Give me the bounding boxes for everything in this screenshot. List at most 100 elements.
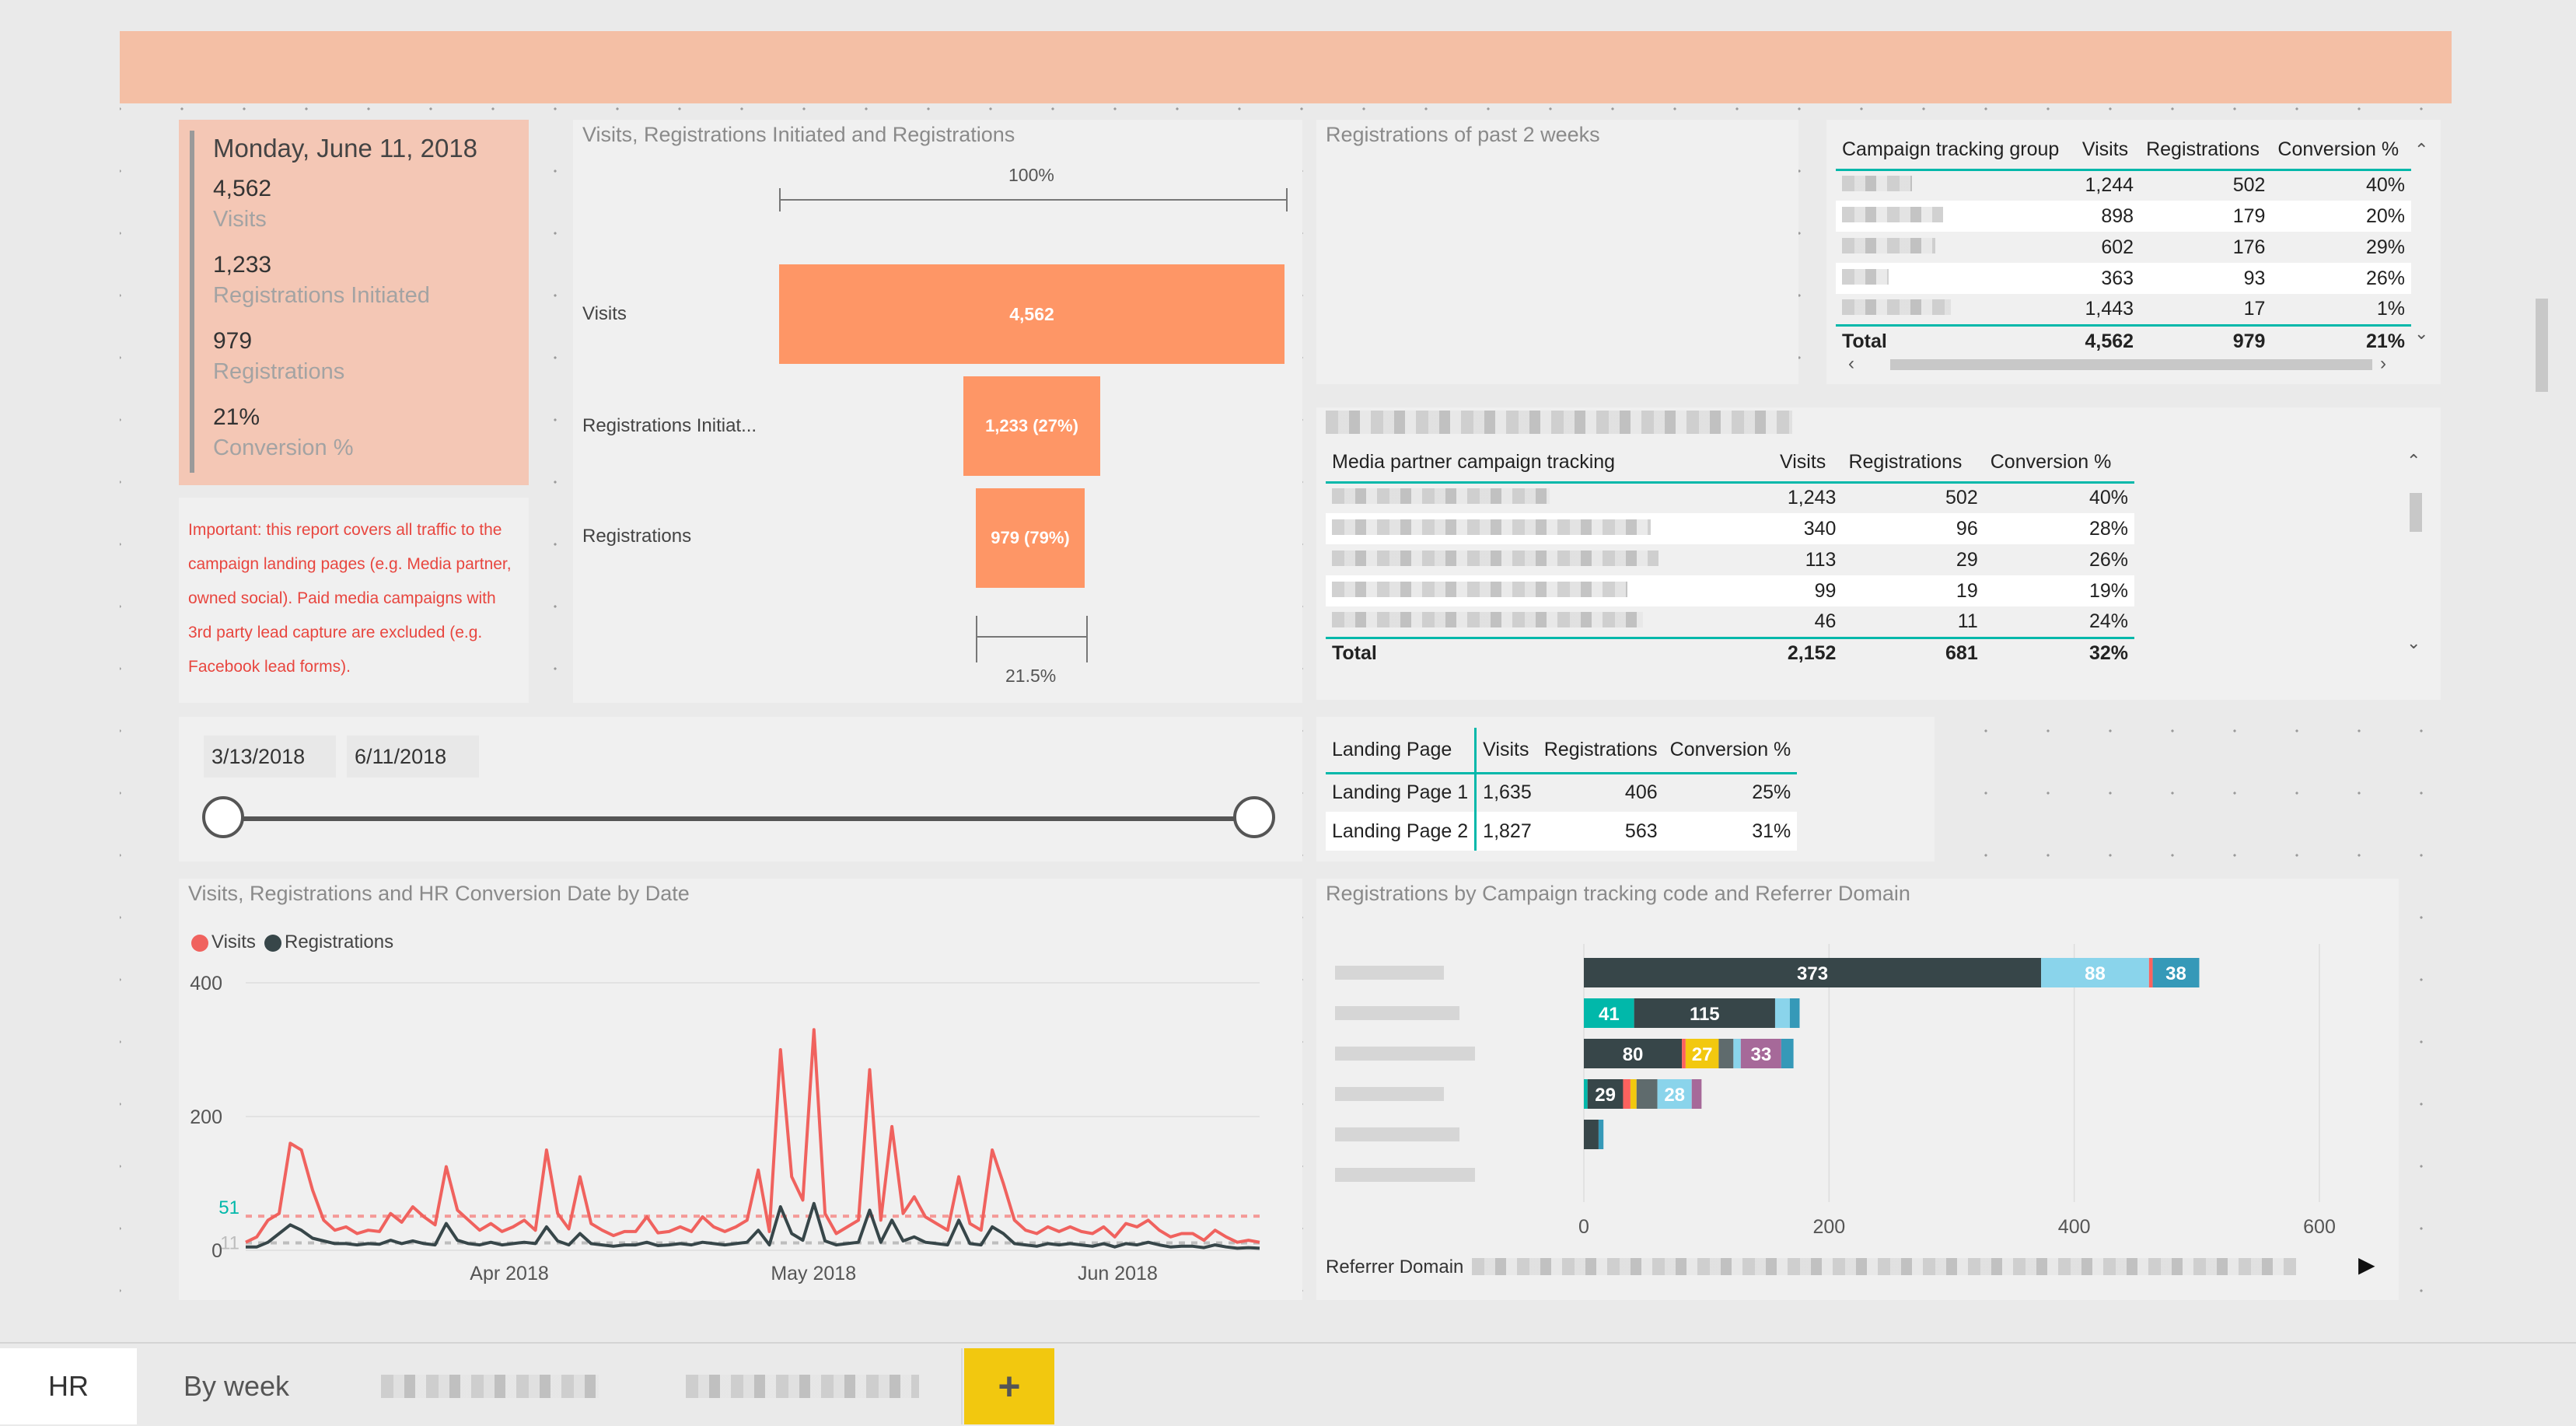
chevron-down-icon[interactable]: ⌄ [2414, 323, 2429, 343]
note-card: Important: this report covers all traffi… [179, 498, 529, 703]
redacted-tab-label [381, 1375, 599, 1398]
campaign-header-visits[interactable]: Visits [2081, 138, 2129, 160]
funnel-title: Visits, Registrations Initiated and Regi… [582, 123, 1015, 146]
bar-segment [1634, 998, 1775, 1028]
redacted-cell [1332, 550, 1658, 566]
redacted-category-label [1335, 966, 1444, 980]
x-tick-label: Jun 2018 [1078, 1263, 1158, 1284]
table-row[interactable]: 340 96 28% [1326, 513, 2134, 544]
bar-segment-label: 373 [1797, 963, 1828, 984]
cell: 406 [1624, 781, 1658, 804]
kpi-visits-label: Visits [213, 207, 267, 232]
bar-segment [1630, 1079, 1637, 1109]
bar-segment [1733, 1039, 1741, 1068]
scroll-right-icon[interactable]: › [2380, 353, 2386, 374]
campaign-header-group[interactable]: Campaign tracking group [1842, 138, 2060, 160]
table-row[interactable]: 363 93 26% [1836, 263, 2411, 294]
cell: 1,243 [1787, 487, 1837, 509]
chevron-down-icon[interactable]: ⌄ [2406, 633, 2421, 652]
tab-by-week[interactable]: By week [137, 1348, 337, 1424]
redacted-category-label [1335, 1047, 1475, 1061]
cell: 1% [2376, 297, 2405, 320]
media-header-conversion[interactable]: Conversion % [1990, 450, 2112, 473]
redacted-cell [1842, 206, 1943, 222]
vertical-scrollbar[interactable] [2536, 299, 2548, 392]
cell: 19 [1956, 579, 1978, 602]
tab-hr[interactable]: HR [0, 1348, 138, 1424]
cell: 898 [2101, 204, 2134, 227]
bar-segment [1685, 1039, 1719, 1068]
cell: 1,635 [1483, 781, 1532, 804]
campaign-header-conversion[interactable]: Conversion % [2277, 138, 2399, 160]
funnel-bar-2[interactable]: 979 (79%) [976, 488, 1085, 588]
bar-segment-label: 115 [1690, 1004, 1720, 1025]
cell: 602 [2101, 236, 2134, 258]
tab-redacted-2[interactable] [644, 1348, 963, 1424]
cell: 340 [1803, 517, 1837, 540]
slicer-end-handle[interactable] [1233, 796, 1275, 838]
bar-chart-title: Registrations by Campaign tracking code … [1326, 882, 1910, 905]
bar-segment-label: 29 [1595, 1085, 1616, 1106]
landing-header-page[interactable]: Landing Page [1326, 728, 1477, 773]
campaign-table: Campaign tracking group Visits Registrat… [1836, 131, 2411, 358]
series-line-visits [245, 1028, 1260, 1244]
scroll-left-icon[interactable]: ‹ [1848, 353, 1854, 374]
kpi-conv-label: Conversion % [213, 435, 354, 460]
table-row[interactable]: 46 11 24% [1326, 606, 2134, 638]
funnel-top-label: 100% [1008, 165, 1054, 185]
funnel-bar-1[interactable]: 1,233 (27%) [963, 376, 1100, 476]
redacted-cell [1332, 488, 1550, 505]
table-row[interactable]: 1,244 502 40% [1836, 170, 2411, 201]
legend-registrations[interactable]: Registrations [285, 931, 394, 952]
add-page-button[interactable]: + [964, 1348, 1054, 1424]
bar-legend-title: Referrer Domain [1326, 1256, 1464, 1277]
bar-segment [1636, 1079, 1658, 1109]
cell: 40% [2365, 174, 2405, 197]
redacted-cell [1842, 176, 1912, 192]
table-row[interactable]: Landing Page 1 1,635 406 25% [1326, 773, 1797, 812]
horizontal-scrollbar[interactable] [1890, 359, 2372, 370]
slicer-end-date[interactable]: 6/11/2018 [347, 736, 479, 778]
redacted-category-label [1335, 1006, 1459, 1020]
table-row[interactable]: 898 179 20% [1836, 201, 2411, 232]
redacted-legend [1472, 1258, 2296, 1275]
series-line-registrations [246, 1201, 1260, 1250]
legend-next-icon[interactable]: ▶ [2358, 1253, 2375, 1277]
bar-segment-label: 33 [1750, 1044, 1771, 1065]
chevron-up-icon[interactable]: ⌃ [2414, 140, 2429, 159]
media-header-registrations[interactable]: Registrations [1848, 450, 1963, 473]
chevron-up-icon[interactable]: ⌃ [2406, 451, 2421, 470]
media-header-visits[interactable]: Visits [1780, 450, 1826, 473]
cell: 26% [2088, 548, 2128, 571]
vertical-scrollbar[interactable] [2410, 493, 2422, 532]
kpi-reginit-label: Registrations Initiated [213, 283, 430, 308]
kpi-reg-label: Registrations [213, 359, 345, 384]
redacted-cell [1332, 581, 1627, 597]
slicer-start-handle[interactable] [202, 796, 244, 838]
cell: 179 [2232, 204, 2266, 227]
report-canvas: Monday, June 11, 2018 4,562 Visits 1,233… [120, 0, 2548, 1342]
cell: 93 [2243, 267, 2266, 289]
slicer-start-date[interactable]: 3/13/2018 [204, 736, 336, 778]
funnel-bar-0[interactable]: 4,562 [779, 264, 1285, 364]
bar-segment [1781, 1039, 1794, 1068]
slicer-track[interactable] [225, 816, 1257, 821]
table-row[interactable]: 1,243 502 40% [1326, 482, 2134, 513]
table-row[interactable]: 1,443 17 1% [1836, 294, 2411, 325]
table-row[interactable]: 602 176 29% [1836, 232, 2411, 263]
media-header-campaign[interactable]: Media partner campaign tracking [1332, 450, 1616, 473]
table-row[interactable]: Landing Page 2 1,827 563 31% [1326, 812, 1798, 851]
landing-header-registrations[interactable]: Registrations [1543, 738, 1658, 760]
campaign-header-registrations[interactable]: Registrations [2146, 138, 2260, 160]
table-row[interactable]: 99 19 19% [1326, 575, 2134, 606]
cell: 363 [2101, 267, 2134, 289]
table-row[interactable]: 113 29 26% [1326, 544, 2134, 575]
bar-segment [1584, 1079, 1588, 1109]
landing-header-conversion[interactable]: Conversion % [1669, 738, 1791, 760]
landing-header-visits[interactable]: Visits [1483, 738, 1529, 760]
landing-table: Landing Page Visits Registrations Conver… [1326, 728, 1798, 851]
x-tick-label: Apr 2018 [470, 1263, 548, 1284]
tab-redacted-1[interactable] [336, 1348, 645, 1424]
legend-visits[interactable]: Visits [211, 931, 256, 952]
x-tick-label: 0 [1578, 1216, 1589, 1238]
